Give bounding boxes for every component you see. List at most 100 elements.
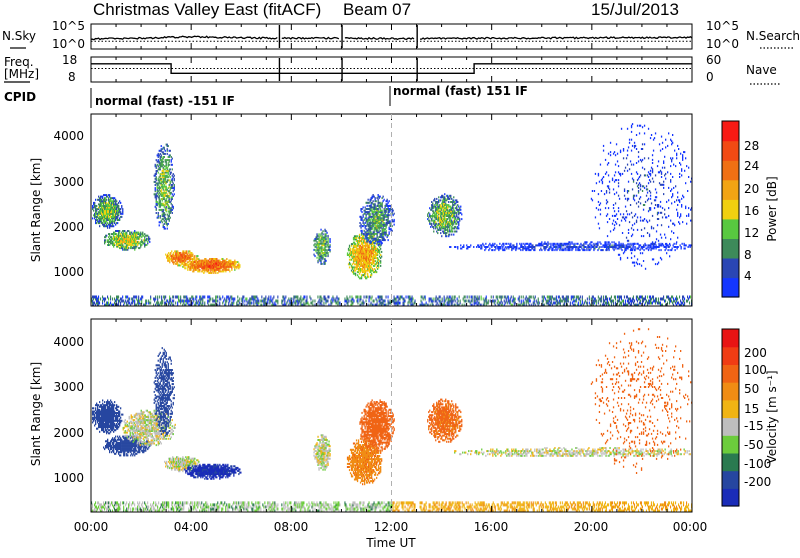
power-cell [321,298,322,301]
power-cell [389,200,390,202]
freq-left-label-2: [MHz] [4,67,39,81]
power-cell [435,298,436,301]
power-cell [674,300,675,303]
power-cell [317,302,318,305]
power-cell [600,298,601,301]
power-cell [390,220,391,222]
power-cell [461,213,462,215]
power-cell [277,300,278,303]
power-cell [447,296,448,299]
power-cell [618,300,619,303]
power-cell [307,302,308,305]
power-cell [161,154,162,156]
power-cell [118,296,119,299]
power-cell [244,300,245,303]
freq-left-tick-top: 18 [62,53,77,67]
power-cell [508,296,509,299]
power-cell [431,223,432,225]
power-cell [331,302,332,305]
power-cell [389,302,390,305]
power-cell [565,298,566,301]
power-cell [558,296,559,299]
power-cell [134,300,135,303]
power-cell [503,243,504,245]
power-cell [647,302,648,305]
power-cell [469,300,470,303]
power-cell [470,302,471,305]
power-cell [639,302,640,305]
power-cell [114,302,115,305]
power-cell [155,187,156,189]
power-cell [636,296,637,299]
power-cell [305,300,306,303]
power-cell [552,296,553,299]
power-cell [567,296,568,299]
power-cell [444,296,445,299]
power-cell [109,233,110,235]
power-cell [582,296,583,299]
power-cell [135,296,136,299]
power-cell [162,221,163,223]
power-cell [445,300,446,303]
power-cell [287,300,288,303]
power-cell [389,231,390,233]
power-cell [185,267,186,269]
power-cell [450,246,451,248]
power-cell [394,296,395,299]
power-cell [249,298,250,301]
power-cell [515,302,516,305]
power-cell [220,298,221,301]
power-cell [239,264,240,266]
power-cell [323,302,324,305]
power-cell [100,298,101,301]
power-cell [167,153,168,155]
power-cell [530,296,531,299]
power-cell [132,298,133,301]
power-cell [317,296,318,299]
power-cell [458,227,459,229]
power-cell [668,296,669,299]
power-cell [440,199,441,201]
power-cell [248,300,249,303]
power-cell [521,300,522,303]
power-cell [605,302,606,305]
power-cell [404,298,405,301]
power-cell [350,300,351,303]
noise-right-label: N.Search [746,29,800,43]
power-cell [453,196,454,198]
power-cell [367,273,368,275]
power-cell [549,296,550,299]
power-cell [504,300,505,303]
power-cell [335,298,336,301]
cpid-label: CPID [4,90,36,104]
power-cell [473,246,474,248]
power-cell [488,300,489,303]
power-cell [213,300,214,303]
noise-left-tick-top: 10^5 [52,19,85,33]
power-cell [606,296,607,299]
power-cell [460,300,461,303]
power-cell [679,296,680,299]
power-cell [651,298,652,301]
power-cell [438,298,439,301]
power-cell [451,298,452,301]
power-cell [250,302,251,305]
power-cell [436,296,437,299]
power-cell [172,296,173,299]
power-cell [322,230,323,232]
power-cell [359,234,360,236]
power-cell [627,300,628,303]
power-cell [497,296,498,299]
power-cell [150,302,151,305]
power-cell [353,300,354,303]
power-cell [641,296,642,299]
power-cell [96,296,97,299]
power-cell [394,219,395,221]
power-cell [637,300,638,303]
power-cell [444,193,445,195]
power-cell [553,302,554,305]
power-cell [406,296,407,299]
power-cell [185,296,186,299]
power-cell [457,298,458,301]
power-cell [595,298,596,301]
